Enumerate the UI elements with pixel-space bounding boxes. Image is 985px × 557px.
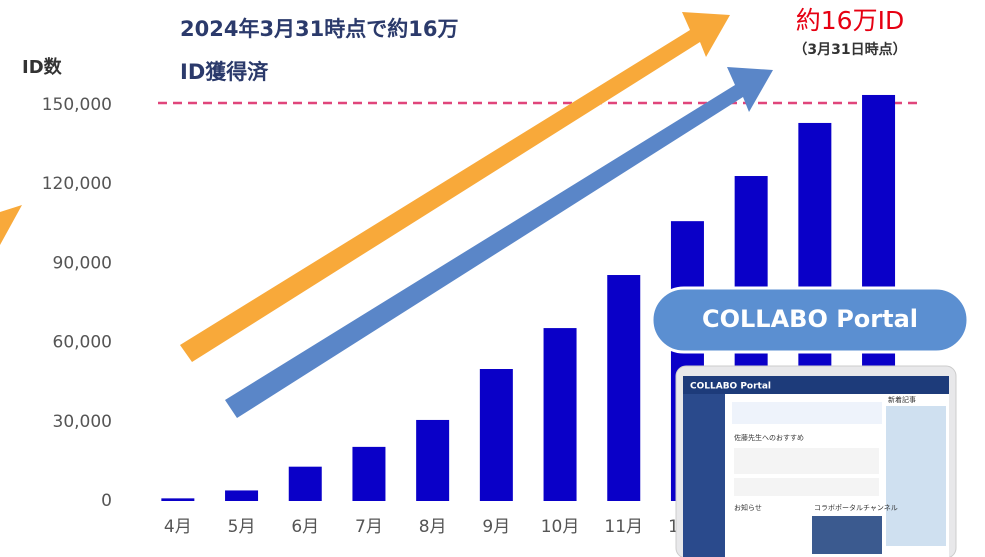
arrow-fragment (0, 205, 22, 245)
bar (225, 490, 258, 501)
mock-title: COLLABO Portal (690, 382, 771, 392)
bar (544, 328, 577, 501)
bar (352, 447, 385, 501)
annotation: ID獲得済 (180, 60, 269, 84)
mock-text: コラボポータルチャンネル (814, 503, 898, 512)
y-tick-label: 30,000 (53, 412, 112, 432)
annotation: （3月31日時点） (793, 41, 906, 58)
y-tick-label: 0 (101, 491, 112, 511)
mock-text: 佐藤先生へのおすすめ (734, 433, 804, 442)
annotation: 約16万ID (796, 6, 904, 35)
screenshot-mock: COLLABO Portal 新着記事 佐藤先生へのおすすめ お知らせ コラボポ… (676, 366, 956, 557)
annotation: COLLABO Portal (702, 305, 918, 333)
chart: ID数 0 30,000 60,000 90,000 120,000 150,000 4月 5… (0, 0, 985, 557)
y-tick-label: 120,000 (42, 174, 112, 194)
bar (480, 369, 513, 501)
x-tick-label: 7月 (355, 517, 383, 537)
y-axis-label: ID数 (22, 56, 63, 78)
x-tick-label: 10月 (541, 517, 580, 537)
y-tick-label: 150,000 (42, 95, 112, 115)
mock-text: 新着記事 (888, 395, 916, 404)
bar (289, 467, 322, 501)
x-tick-label: 5月 (228, 517, 256, 537)
bar (416, 420, 449, 501)
x-tick-label: 9月 (482, 517, 510, 537)
x-tick-label: 4月 (164, 517, 192, 537)
x-tick-label: 11月 (604, 517, 643, 537)
annotation: 2024年3月31時点で約16万 (180, 17, 459, 41)
x-tick-label: 6月 (291, 517, 319, 537)
bar (161, 498, 194, 501)
x-tick-label: 8月 (419, 517, 447, 537)
y-tick-label: 60,000 (53, 333, 112, 353)
bar (607, 275, 640, 501)
y-tick-label: 90,000 (53, 253, 112, 273)
mock-text: お知らせ (734, 503, 762, 512)
